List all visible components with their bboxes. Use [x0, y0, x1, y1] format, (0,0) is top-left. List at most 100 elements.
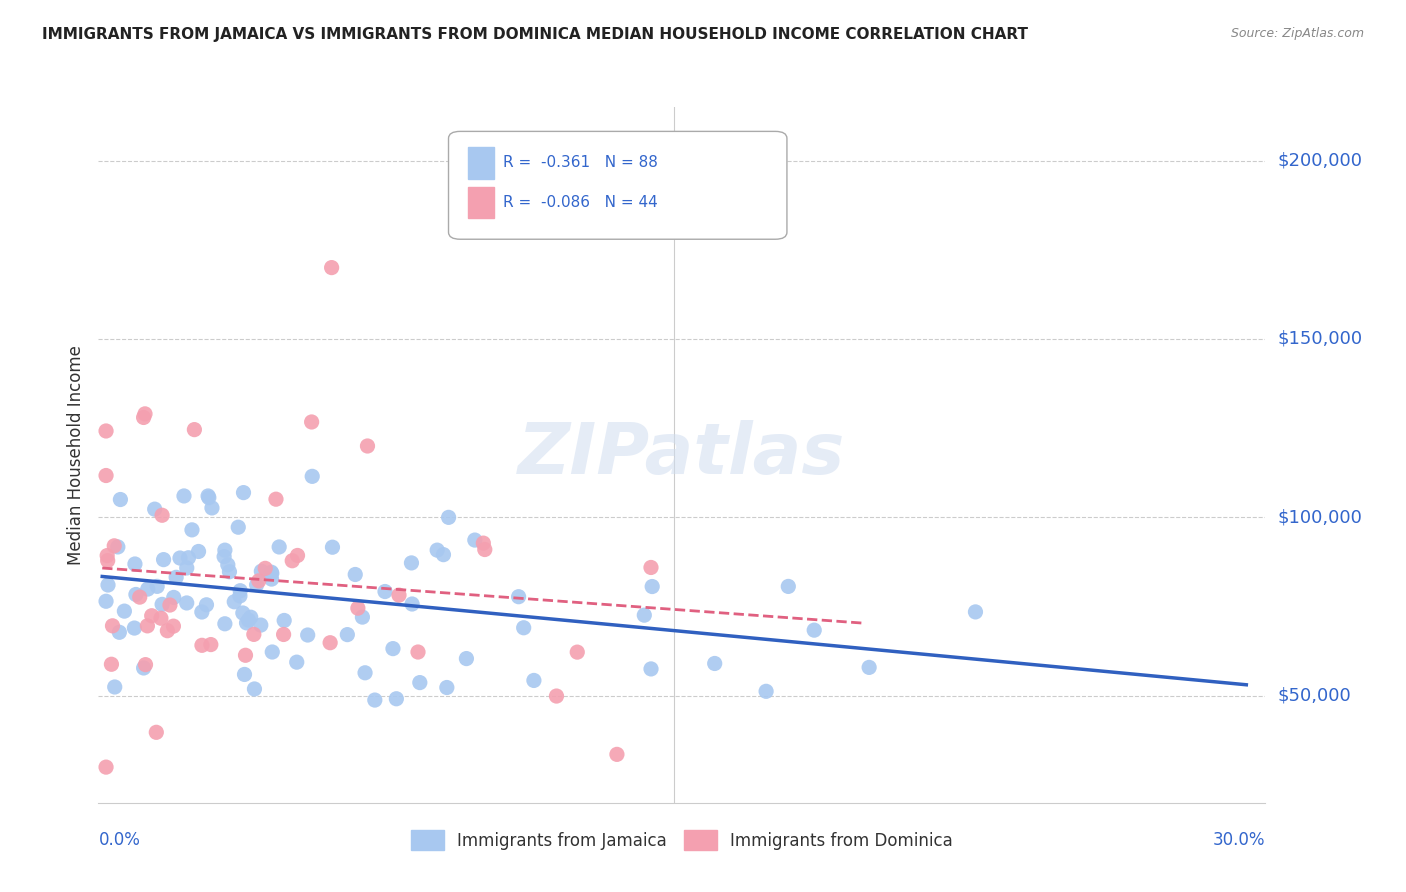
Point — [181, 523, 204, 537]
Point — [606, 747, 628, 762]
Point — [254, 561, 277, 575]
Point — [319, 636, 342, 650]
Point — [474, 542, 496, 557]
Point — [94, 760, 117, 774]
Point — [200, 638, 222, 652]
Text: R =  -0.361   N = 88: R = -0.361 N = 88 — [503, 155, 658, 170]
Point — [152, 552, 174, 566]
Point — [191, 638, 214, 652]
Point — [145, 725, 167, 739]
Point — [262, 645, 284, 659]
Point — [235, 648, 257, 663]
Point — [336, 627, 359, 641]
Point — [321, 540, 343, 554]
Point — [134, 657, 156, 672]
Point — [229, 583, 252, 598]
Point — [243, 681, 266, 696]
Point — [173, 489, 195, 503]
Point — [297, 628, 319, 642]
Point — [273, 627, 295, 641]
Point — [97, 553, 120, 567]
Point — [437, 510, 460, 524]
Point — [464, 533, 486, 547]
Text: Source: ZipAtlas.com: Source: ZipAtlas.com — [1230, 27, 1364, 40]
Point — [97, 578, 120, 592]
Text: 0.0%: 0.0% — [98, 830, 141, 848]
Point — [523, 673, 546, 688]
Point — [546, 689, 568, 703]
Point — [364, 693, 387, 707]
Point — [260, 565, 283, 579]
Point — [250, 564, 273, 578]
Point — [432, 548, 454, 562]
Point — [176, 561, 198, 575]
Point — [858, 660, 880, 674]
Point — [354, 665, 377, 680]
Text: $50,000: $50,000 — [1277, 687, 1351, 705]
Point — [94, 424, 117, 438]
Point — [165, 570, 187, 584]
Point — [176, 596, 198, 610]
Point — [217, 558, 239, 572]
Point — [232, 485, 254, 500]
Point — [436, 681, 458, 695]
Point — [134, 407, 156, 421]
Point — [285, 655, 308, 669]
Point — [238, 613, 260, 627]
Point — [201, 500, 224, 515]
Point — [94, 594, 117, 608]
Point — [187, 544, 209, 558]
Point — [247, 574, 270, 588]
Point — [125, 587, 148, 601]
Point — [381, 641, 404, 656]
Point — [243, 627, 266, 641]
Point — [214, 543, 236, 558]
Point — [229, 589, 252, 603]
Point — [235, 615, 257, 630]
Point — [112, 604, 135, 618]
Point — [191, 605, 214, 619]
Point — [567, 645, 589, 659]
Point — [778, 579, 800, 593]
Point — [132, 410, 155, 425]
Point — [104, 680, 127, 694]
Point — [640, 662, 662, 676]
Text: $100,000: $100,000 — [1277, 508, 1362, 526]
Point — [388, 588, 411, 602]
Legend: Immigrants from Jamaica, Immigrants from Dominica: Immigrants from Jamaica, Immigrants from… — [404, 823, 960, 857]
Point — [374, 584, 396, 599]
Point — [347, 601, 370, 615]
Point — [156, 624, 179, 638]
Point — [141, 608, 163, 623]
Point — [218, 565, 240, 579]
Point — [108, 625, 131, 640]
Point — [512, 621, 534, 635]
Point — [246, 578, 269, 592]
Point — [150, 508, 173, 523]
Point — [169, 551, 191, 566]
Point — [287, 549, 309, 563]
Point — [96, 549, 118, 563]
Point — [385, 691, 408, 706]
Point — [321, 260, 343, 275]
Point — [136, 619, 159, 633]
Point — [94, 468, 117, 483]
Point — [703, 657, 725, 671]
Point — [212, 549, 235, 564]
Point — [409, 675, 432, 690]
FancyBboxPatch shape — [449, 131, 787, 239]
Point — [264, 492, 287, 507]
Point — [224, 595, 246, 609]
Point — [401, 556, 423, 570]
Text: 30.0%: 30.0% — [1213, 830, 1265, 848]
Point — [640, 560, 662, 574]
Text: IMMIGRANTS FROM JAMAICA VS IMMIGRANTS FROM DOMINICA MEDIAN HOUSEHOLD INCOME CORR: IMMIGRANTS FROM JAMAICA VS IMMIGRANTS FR… — [42, 27, 1028, 42]
Point — [281, 554, 304, 568]
Bar — [468, 187, 494, 219]
Point — [508, 590, 530, 604]
Point — [150, 598, 173, 612]
Point — [198, 491, 221, 505]
Point — [101, 619, 124, 633]
Point — [159, 598, 181, 612]
Point — [803, 623, 825, 637]
